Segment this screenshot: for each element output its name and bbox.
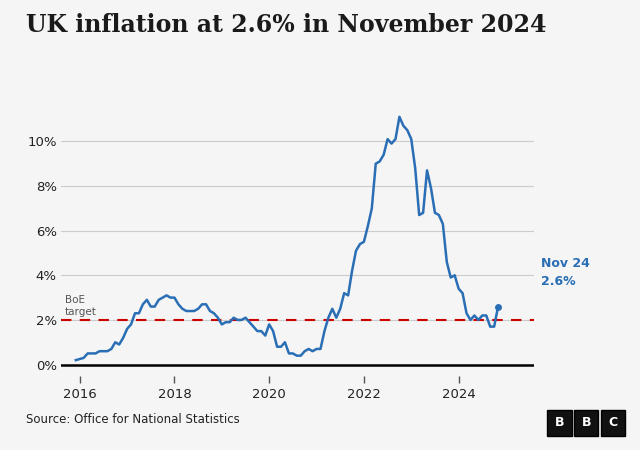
Text: UK inflation at 2.6% in November 2024: UK inflation at 2.6% in November 2024 xyxy=(26,14,546,37)
Text: C: C xyxy=(609,416,618,429)
Text: Nov 24: Nov 24 xyxy=(541,257,589,270)
Text: B: B xyxy=(555,416,564,429)
Text: BoE
target: BoE target xyxy=(65,295,97,317)
Text: 2.6%: 2.6% xyxy=(541,275,575,288)
Text: Source: Office for National Statistics: Source: Office for National Statistics xyxy=(26,413,239,426)
Text: B: B xyxy=(582,416,591,429)
